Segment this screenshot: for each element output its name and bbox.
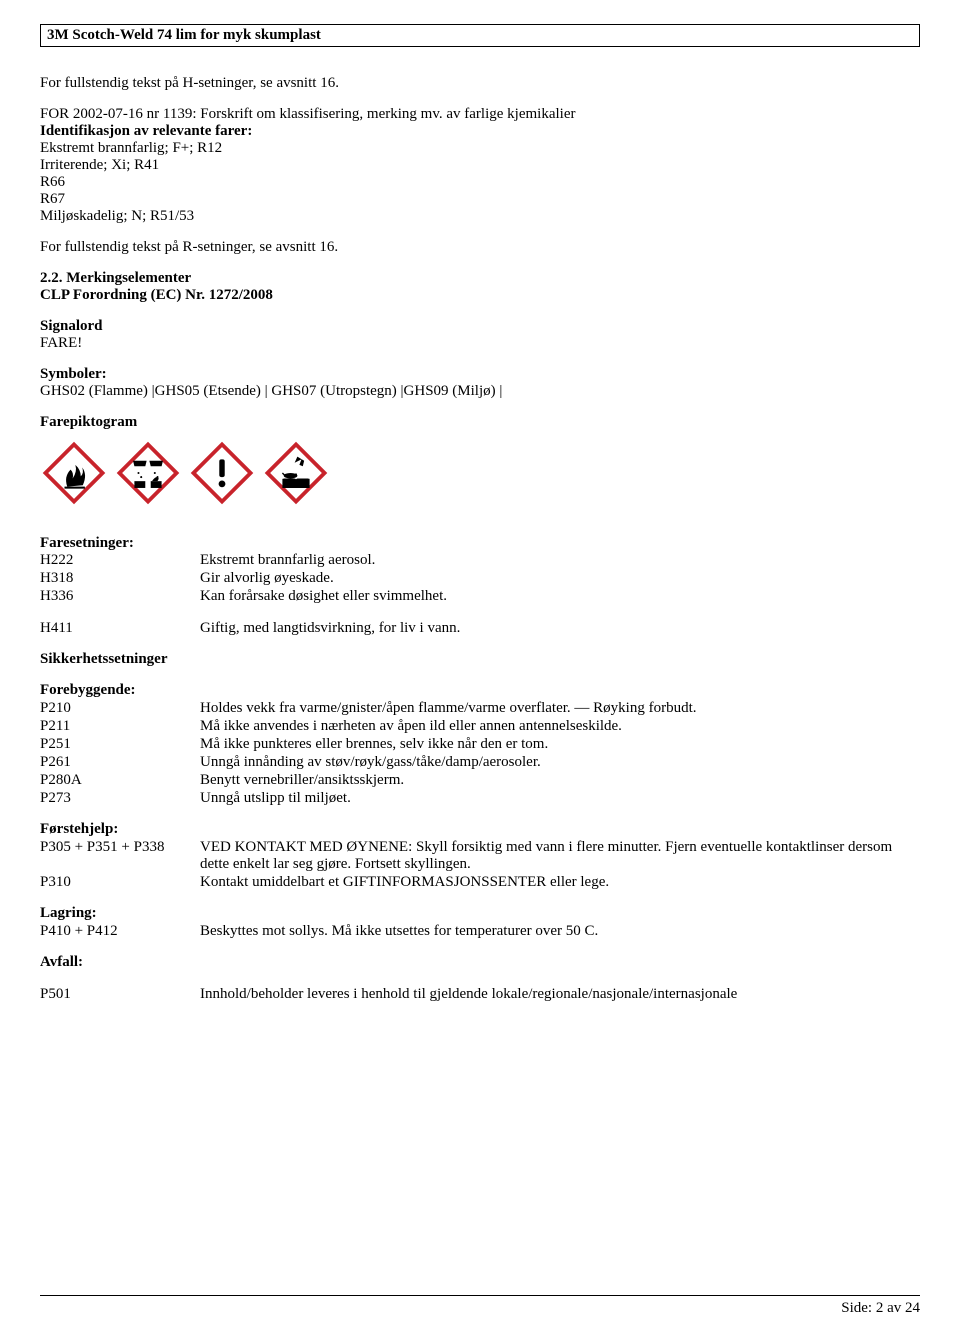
safety-desc: Kontakt umiddelbart et GIFTINFORMASJONSS…: [200, 874, 920, 891]
regulation-line: FOR 2002-07-16 nr 1139: Forskrift om kla…: [40, 106, 920, 123]
document-title: 3M Scotch-Weld 74 lim for myk skumplast: [47, 27, 321, 43]
intro-line-1: For fullstendig tekst på H-setninger, se…: [40, 75, 920, 92]
safety-row: P251Må ikke punkteres eller brennes, sel…: [40, 736, 920, 753]
safety-code: P261: [40, 754, 200, 771]
safety-row: P261Unngå innånding av støv/røyk/gass/tå…: [40, 754, 920, 771]
hazard-heading: Faresetninger:: [40, 535, 920, 552]
hazard-desc: Ekstremt brannfarlig aerosol.: [200, 552, 920, 569]
safety-desc: Beskyttes mot sollys. Må ikke utsettes f…: [200, 923, 920, 940]
ghs-flame-icon: [40, 439, 108, 507]
page-footer: Side: 2 av 24: [40, 1295, 920, 1317]
safety-row: P210Holdes vekk fra varme/gnister/åpen f…: [40, 700, 920, 717]
document-header: 3M Scotch-Weld 74 lim for myk skumplast: [40, 24, 920, 47]
safety-code: P273: [40, 790, 200, 807]
safety-code: P410 + P412: [40, 923, 200, 940]
safety-code: P310: [40, 874, 200, 891]
identification-line: Miljøskadelig; N; R51/53: [40, 208, 920, 225]
identification-line: Irriterende; Xi; R41: [40, 157, 920, 174]
safety-group-heading: Førstehjelp:: [40, 821, 920, 838]
safety-desc: Holdes vekk fra varme/gnister/åpen flamm…: [200, 700, 920, 717]
ghs-exclamation-icon: [188, 439, 256, 507]
identification-list: Ekstremt brannfarlig; F+; R12Irriterende…: [40, 140, 920, 225]
safety-group-heading: Avfall:: [40, 954, 920, 971]
farepiktogram-label: Farepiktogram: [40, 414, 920, 431]
safety-row: P410 + P412Beskyttes mot sollys. Må ikke…: [40, 923, 920, 940]
safety-row: P310Kontakt umiddelbart et GIFTINFORMASJ…: [40, 874, 920, 891]
identification-line: R66: [40, 174, 920, 191]
safety-row: P305 + P351 + P338VED KONTAKT MED ØYNENE…: [40, 839, 920, 873]
safety-code: P210: [40, 700, 200, 717]
hazard-extra-row: H411 Giftig, med langtidsvirkning, for l…: [40, 620, 920, 637]
signalord-value: FARE!: [40, 335, 920, 352]
hazard-code: H336: [40, 588, 200, 605]
intro-line-3: For fullstendig tekst på R-setninger, se…: [40, 239, 920, 256]
safety-desc: VED KONTAKT MED ØYNENE: Skyll forsiktig …: [200, 839, 920, 873]
identification-line: R67: [40, 191, 920, 208]
symboler-section: Symboler: GHS02 (Flamme) |GHS05 (Etsende…: [40, 366, 920, 400]
safety-desc: Unngå utslipp til miljøet.: [200, 790, 920, 807]
safety-group-heading: Lagring:: [40, 905, 920, 922]
marking-section: 2.2. Merkingselementer CLP Forordning (E…: [40, 270, 920, 304]
safety-row: P280ABenytt vernebriller/ansiktsskjerm.: [40, 772, 920, 789]
safety-desc: Innhold/beholder leveres i henhold til g…: [200, 986, 920, 1003]
hazard-rows: H222Ekstremt brannfarlig aerosol.H318Gir…: [40, 552, 920, 605]
safety-desc: Må ikke punkteres eller brennes, selv ik…: [200, 736, 920, 753]
safety-desc: Unngå innånding av støv/røyk/gass/tåke/d…: [200, 754, 920, 771]
hazard-code: H411: [40, 620, 200, 637]
hazard-row: H336Kan forårsake døsighet eller svimmel…: [40, 588, 920, 605]
hazard-section: Faresetninger: H222Ekstremt brannfarlig …: [40, 535, 920, 637]
hazard-desc: Kan forårsake døsighet eller svimmelhet.: [200, 588, 920, 605]
pictogram-row: [40, 439, 920, 507]
safety-group-heading: Forebyggende:: [40, 682, 920, 699]
safety-section: Sikkerhetssetninger Forebyggende:P210Hol…: [40, 651, 920, 1003]
intro-section: For fullstendig tekst på H-setninger, se…: [40, 75, 920, 92]
safety-desc: Må ikke anvendes i nærheten av åpen ild …: [200, 718, 920, 735]
hazard-code: H222: [40, 552, 200, 569]
footer-page-number: Side: 2 av 24: [40, 1300, 920, 1317]
regulation-section: FOR 2002-07-16 nr 1139: Forskrift om kla…: [40, 106, 920, 256]
marking-subheading: CLP Forordning (EC) Nr. 1272/2008: [40, 287, 920, 304]
symboler-value: GHS02 (Flamme) |GHS05 (Etsende) | GHS07 …: [40, 383, 920, 400]
hazard-desc: Giftig, med langtidsvirkning, for liv i …: [200, 620, 920, 637]
identification-line: Ekstremt brannfarlig; F+; R12: [40, 140, 920, 157]
safety-row: P211Må ikke anvendes i nærheten av åpen …: [40, 718, 920, 735]
safety-code: P305 + P351 + P338: [40, 839, 200, 873]
safety-desc: Benytt vernebriller/ansiktsskjerm.: [200, 772, 920, 789]
footer-divider: [40, 1295, 920, 1296]
hazard-code: H318: [40, 570, 200, 587]
hazard-row: H222Ekstremt brannfarlig aerosol.: [40, 552, 920, 569]
safety-groups: Forebyggende:P210Holdes vekk fra varme/g…: [40, 682, 920, 1003]
ghs-environment-icon: [262, 439, 330, 507]
safety-row: P501Innhold/beholder leveres i henhold t…: [40, 986, 920, 1003]
ghs-corrosion-icon: [114, 439, 182, 507]
safety-code: P280A: [40, 772, 200, 789]
safety-row: P273Unngå utslipp til miljøet.: [40, 790, 920, 807]
safety-code: P211: [40, 718, 200, 735]
safety-code: P251: [40, 736, 200, 753]
marking-heading: 2.2. Merkingselementer: [40, 270, 920, 287]
hazard-row: H318Gir alvorlig øyeskade.: [40, 570, 920, 587]
signalord-label: Signalord: [40, 318, 920, 335]
symboler-label: Symboler:: [40, 366, 920, 383]
safety-heading: Sikkerhetssetninger: [40, 651, 920, 668]
hazard-desc: Gir alvorlig øyeskade.: [200, 570, 920, 587]
signalord-section: Signalord FARE!: [40, 318, 920, 352]
safety-code: P501: [40, 986, 200, 1003]
farepiktogram-section: Farepiktogram: [40, 414, 920, 507]
identification-heading: Identifikasjon av relevante farer:: [40, 123, 920, 140]
